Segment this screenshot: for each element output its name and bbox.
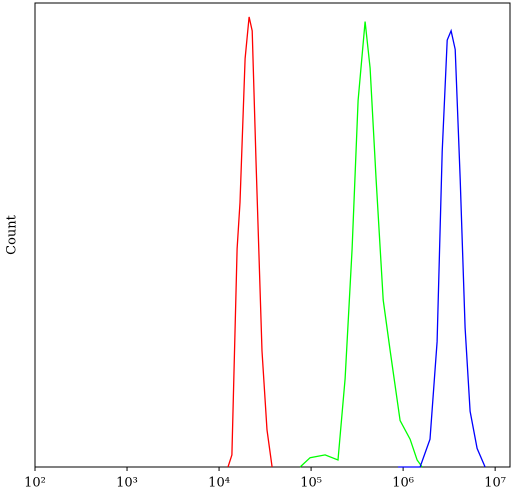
histogram-line [398, 28, 486, 468]
x-tick-label: 10⁷ [484, 476, 506, 491]
x-tick-label: 10⁶ [392, 476, 414, 491]
plot-frame [34, 2, 511, 468]
x-tick-label: 10⁵ [300, 476, 322, 491]
y-axis-label: Count [5, 214, 20, 255]
x-tick-label: 10⁴ [208, 476, 230, 491]
histogram-line [299, 21, 423, 468]
histogram-line [227, 16, 273, 468]
x-tick-label: 10² [24, 476, 46, 491]
x-tick-label: 10³ [116, 476, 138, 491]
